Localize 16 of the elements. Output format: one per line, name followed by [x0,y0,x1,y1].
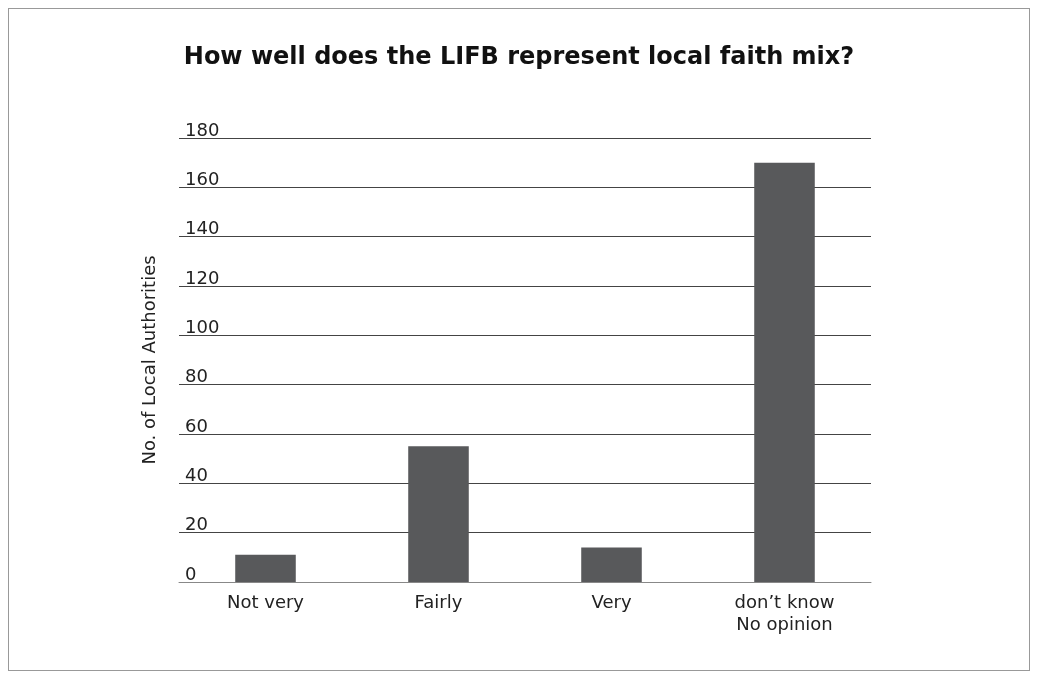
x-tick-label: don’t know No opinion [734,590,835,634]
y-tick-label: 140 [185,217,220,239]
x-tick-label: Not very [226,590,305,612]
y-tick-label: 180 [185,118,220,140]
y-tick-label: 160 [185,167,220,189]
y-tick-label: 60 [185,414,208,436]
chart-title: How well does the LIFB represent local faith mix? [183,42,855,70]
y-tick-label: 100 [185,315,220,337]
x-tick-label: Very [591,590,632,612]
y-tick-label: 0 [185,562,197,584]
y-tick-label: 20 [185,513,208,535]
y-axis-title: No. of Local Authorities [137,255,159,465]
y-tick-label: 40 [185,463,208,485]
y-tick-label: 80 [185,365,208,387]
y-tick-label: 120 [185,266,220,288]
x-tick-label: Fairly [414,590,463,612]
